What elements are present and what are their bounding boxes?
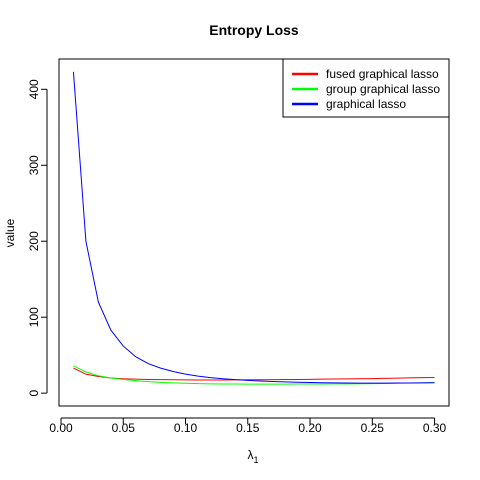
- legend-label-graphical-lasso: graphical lasso: [326, 97, 406, 111]
- x-tick-label: 0.25: [361, 421, 385, 435]
- chart-title: Entropy Loss: [209, 22, 299, 38]
- x-tick-label: 0.15: [236, 421, 260, 435]
- series-line-group-graphical-lasso: [73, 366, 434, 384]
- series-line-graphical-lasso: [73, 72, 434, 383]
- y-axis: 0 100 200 300 400: [27, 79, 47, 397]
- y-tick-label: 0: [27, 390, 41, 397]
- legend-label-fused-graphical-lasso: fused graphical lasso: [326, 67, 439, 81]
- x-axis-label-subscript: 1: [253, 455, 258, 465]
- y-tick-label: 300: [27, 155, 41, 175]
- x-tick-label: 0.30: [423, 421, 447, 435]
- x-tick-label: 0.10: [174, 421, 198, 435]
- series-layer: [73, 72, 434, 384]
- y-tick-label: 400: [27, 79, 41, 99]
- x-axis-label: λ1: [247, 448, 258, 465]
- legend-label-group-graphical-lasso: group graphical lasso: [326, 82, 440, 96]
- x-tick-label: 0.20: [298, 421, 322, 435]
- x-axis: 0.00 0.05 0.10 0.15 0.20 0.25 0.30: [49, 418, 446, 435]
- x-tick-label: 0.05: [112, 421, 136, 435]
- y-axis-label: value: [3, 218, 17, 247]
- series-line-fused-graphical-lasso: [73, 368, 434, 380]
- y-tick-label: 100: [27, 307, 41, 327]
- x-tick-label: 0.00: [49, 421, 73, 435]
- y-tick-label: 200: [27, 231, 41, 251]
